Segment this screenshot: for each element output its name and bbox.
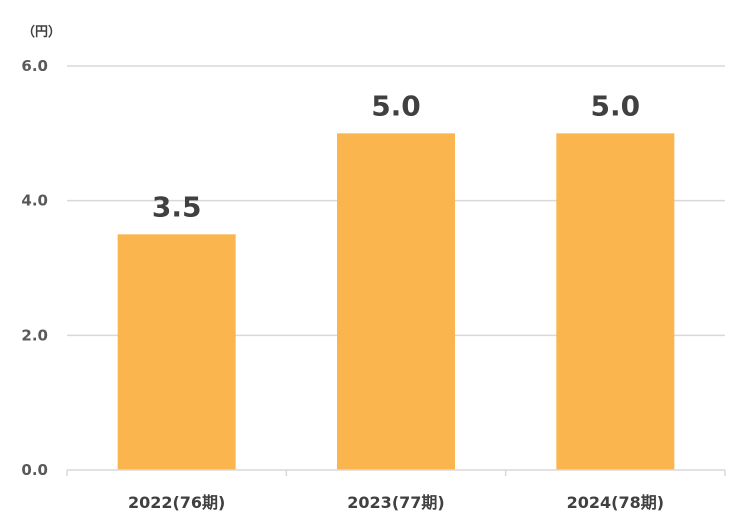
data-label: 5.0 — [591, 89, 641, 122]
data-label: 5.0 — [371, 89, 421, 122]
x-tick-label: 2023(77期) — [347, 493, 444, 512]
bars — [117, 133, 675, 471]
bar — [117, 234, 236, 470]
data-labels: 3.5 5.0 5.0 — [152, 89, 640, 223]
bar — [556, 133, 675, 471]
data-label: 3.5 — [152, 190, 202, 223]
y-tick-label: 2.0 — [21, 326, 48, 344]
y-axis-unit-label: （円） — [22, 24, 61, 40]
x-tick-label: 2022(76期) — [128, 493, 225, 512]
y-axis-ticks: 0.0 2.0 4.0 6.0 — [21, 57, 48, 479]
x-tick-label: 2024(78期) — [567, 493, 664, 512]
bar — [337, 133, 455, 471]
y-tick-label: 6.0 — [21, 57, 48, 75]
y-tick-label: 0.0 — [21, 461, 48, 479]
y-tick-label: 4.0 — [21, 192, 48, 210]
x-axis: 2022(76期) 2023(77期) 2024(78期) — [66, 469, 726, 512]
